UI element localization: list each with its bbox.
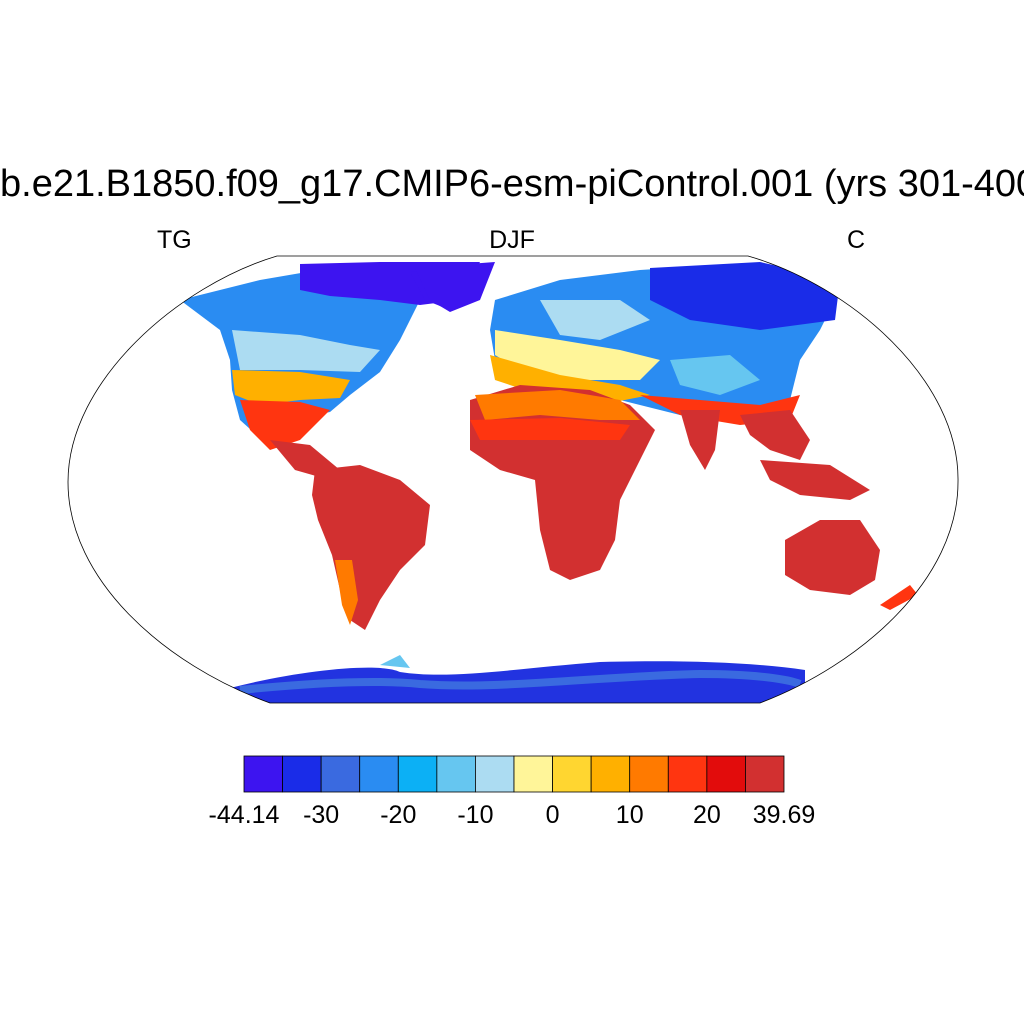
colorbar-tick-label: 20 xyxy=(692,801,721,829)
colorbar-box xyxy=(629,755,669,793)
colorbar-box xyxy=(359,755,399,793)
colorbar-box xyxy=(513,755,553,793)
colorbar-box xyxy=(475,755,515,793)
colorbar-box xyxy=(320,755,361,793)
colorbar-box xyxy=(282,755,322,793)
colorbar-box xyxy=(706,755,746,793)
colorbar-box xyxy=(397,755,438,793)
colorbar-box xyxy=(745,755,785,793)
greenland xyxy=(415,262,495,312)
colorbar-tick-label: -10 xyxy=(457,801,494,829)
colorbar-box xyxy=(436,755,476,793)
units-label: C xyxy=(847,226,866,254)
map-title: b.e21.B1850.f09_g17.CMIP6-esm-piControl.… xyxy=(0,163,1024,205)
colorbar-tick-label: -20 xyxy=(380,801,417,829)
colorbar-tick-label: 0 xyxy=(545,801,560,829)
colorbar-tick-label: -44.14 xyxy=(208,801,280,829)
colorbar-box xyxy=(667,755,708,793)
colorbar-tick-label: -30 xyxy=(303,801,340,829)
colorbar-box xyxy=(590,755,631,793)
colorbar-tick-label: 10 xyxy=(615,801,644,829)
colorbar-tick-label: 39.69 xyxy=(752,801,816,829)
variable-label: TG xyxy=(157,226,192,254)
season-label: DJF xyxy=(489,226,535,254)
colorbar-box xyxy=(552,755,592,793)
australia xyxy=(785,520,880,595)
colorbar-box xyxy=(243,755,283,793)
